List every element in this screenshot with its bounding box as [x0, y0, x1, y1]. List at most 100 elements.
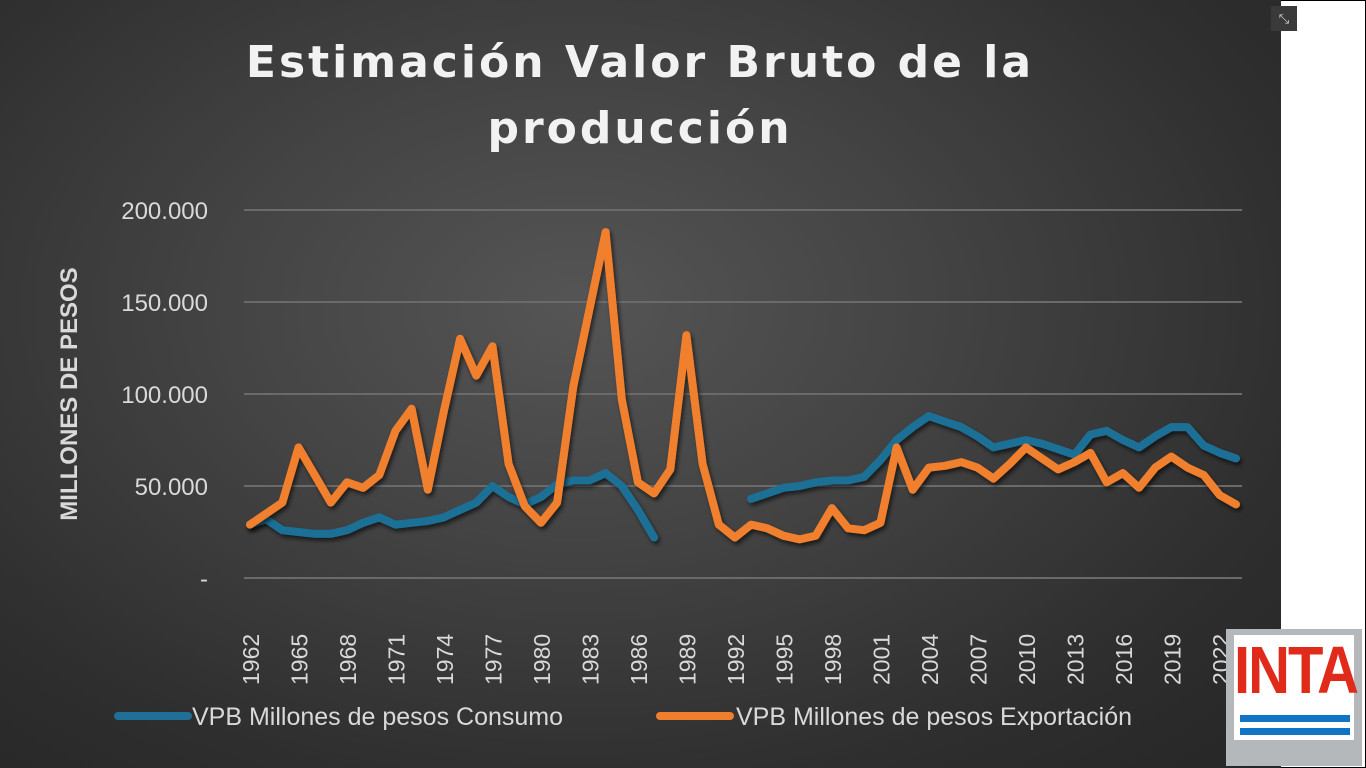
- collapse-icon[interactable]: ⤡: [1271, 6, 1297, 31]
- data-point: [1025, 439, 1027, 441]
- y-tick-label: 200.000: [121, 198, 208, 225]
- data-point: [847, 479, 849, 481]
- data-point: [1187, 467, 1189, 469]
- data-point: [1219, 494, 1221, 496]
- data-point: [847, 527, 849, 529]
- data-point: [928, 467, 930, 469]
- x-tick-label: 1968: [335, 634, 361, 685]
- data-point: [281, 502, 283, 504]
- data-point: [1106, 481, 1108, 483]
- x-tick-label: 1965: [286, 634, 312, 685]
- data-point: [782, 487, 784, 489]
- data-point: [1073, 461, 1075, 463]
- data-point: [540, 522, 542, 524]
- data-point: [605, 231, 607, 233]
- data-point: [960, 426, 962, 428]
- data-point: [1235, 457, 1237, 459]
- data-point: [346, 529, 348, 531]
- data-point: [1170, 426, 1172, 428]
- data-point: [443, 410, 445, 412]
- data-point: [265, 513, 267, 515]
- series-line-exportacion: [246, 228, 1240, 544]
- x-tick-label: 1983: [577, 634, 603, 685]
- y-tick-label: 150.000: [121, 290, 208, 317]
- x-tick-label: 1998: [820, 634, 846, 685]
- data-point: [362, 522, 364, 524]
- data-point: [912, 426, 914, 428]
- x-tick-label: 1977: [480, 634, 506, 685]
- x-tick-label: 1980: [529, 634, 555, 685]
- data-point: [896, 439, 898, 441]
- data-point: [815, 481, 817, 483]
- data-point: [1122, 472, 1124, 474]
- data-point: [976, 435, 978, 437]
- data-point: [508, 463, 510, 465]
- logo-stripe: [1240, 728, 1350, 735]
- data-point: [378, 516, 380, 518]
- data-point: [685, 334, 687, 336]
- data-point: [879, 459, 881, 461]
- data-point: [1057, 448, 1059, 450]
- data-point: [993, 478, 995, 480]
- data-point: [411, 408, 413, 410]
- data-point: [588, 479, 590, 481]
- data-point: [394, 430, 396, 432]
- data-point: [1090, 452, 1092, 454]
- data-point: [459, 509, 461, 511]
- inta-logo: INTA: [1226, 629, 1362, 766]
- x-tick-label: 2001: [868, 634, 894, 685]
- data-point: [330, 502, 332, 504]
- x-tick-label: 2007: [965, 634, 991, 685]
- data-point: [1041, 443, 1043, 445]
- data-point: [1041, 457, 1043, 459]
- data-point: [863, 529, 865, 531]
- data-point: [863, 476, 865, 478]
- data-point: [475, 502, 477, 504]
- data-point: [653, 492, 655, 494]
- data-point: [572, 386, 574, 388]
- data-point: [799, 538, 801, 540]
- data-point: [879, 522, 881, 524]
- data-point: [330, 533, 332, 535]
- x-tick-label: 2004: [917, 634, 943, 685]
- data-point: [411, 522, 413, 524]
- chart-title: Estimación Valor Bruto de la producción: [245, 37, 1035, 154]
- data-point: [1154, 435, 1156, 437]
- data-point: [734, 537, 736, 539]
- y-axis-label: MILLONES DE PESOS: [56, 267, 83, 520]
- data-point: [637, 509, 639, 511]
- data-point: [378, 474, 380, 476]
- data-point: [1090, 433, 1092, 435]
- data-point: [960, 461, 962, 463]
- data-point: [427, 489, 429, 491]
- data-point: [831, 479, 833, 481]
- x-tick-label: 1989: [674, 634, 700, 685]
- data-point: [831, 507, 833, 509]
- y-tick-label: -: [200, 566, 208, 593]
- data-point: [556, 502, 558, 504]
- data-point: [928, 415, 930, 417]
- data-point: [491, 345, 493, 347]
- chart-background: [0, 0, 1281, 768]
- data-point: [766, 527, 768, 529]
- x-tick-label: 2019: [1159, 634, 1185, 685]
- data-point: [653, 537, 655, 539]
- data-point: [750, 498, 752, 500]
- logo-stripe: [1240, 715, 1350, 722]
- data-point: [281, 529, 283, 531]
- x-tick-label: 2013: [1062, 634, 1088, 685]
- data-point: [718, 524, 720, 526]
- data-point: [1235, 503, 1237, 505]
- data-point: [249, 524, 251, 526]
- data-point: [524, 505, 526, 507]
- data-point: [314, 533, 316, 535]
- data-point: [702, 463, 704, 465]
- data-point: [815, 535, 817, 537]
- x-tick-label: 2016: [1111, 634, 1137, 685]
- inta-logo-text: INTA: [1234, 633, 1359, 708]
- data-point: [1009, 463, 1011, 465]
- data-point: [944, 465, 946, 467]
- data-point: [750, 524, 752, 526]
- data-point: [1138, 487, 1140, 489]
- data-point: [508, 496, 510, 498]
